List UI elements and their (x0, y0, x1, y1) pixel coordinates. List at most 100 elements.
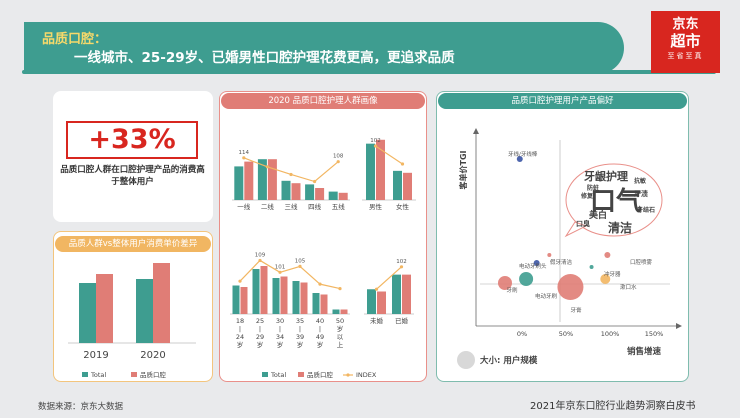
scatter-point (533, 260, 540, 266)
y-axis-label: 客单价TGI (458, 150, 468, 190)
category-label: 34 (276, 333, 284, 341)
bar-品质口腔 (300, 282, 308, 314)
index-point (289, 172, 293, 177)
index-point (374, 287, 379, 291)
category-label: 以 (337, 333, 344, 341)
x-axis-arrow (676, 323, 682, 329)
bar-品质口腔 (340, 309, 348, 314)
x-axis-label: 销售增速 (627, 346, 662, 357)
legend-swatch-quality (298, 372, 304, 377)
big-percentage: +33% (66, 121, 198, 159)
index-label: 102 (396, 259, 407, 265)
scatter-point-label: 牙线/牙线棒 (508, 150, 538, 158)
bar-品质口腔 (315, 188, 325, 200)
bar-品质口腔 (338, 192, 348, 200)
header-underline (22, 70, 716, 74)
category-label: | (279, 325, 281, 333)
bar-品质口腔 (244, 161, 254, 200)
index-label: 114 (239, 150, 250, 156)
x-tick-label: 50% (559, 330, 573, 338)
word-cloud-word: 修复 (580, 192, 594, 200)
index-label: 108 (333, 154, 344, 160)
header-title: 品质口腔： (42, 32, 108, 47)
index-point (399, 265, 404, 269)
legend-label: Total (90, 371, 106, 379)
legend-label: 品质口腔 (307, 370, 334, 379)
scatter-point-label: 冲牙器 (604, 270, 621, 278)
scatter-point-label: 漱口水 (620, 283, 637, 291)
bar-品质口腔 (240, 287, 248, 314)
category-label: 四线 (308, 202, 322, 211)
word-cloud-word: 牙结石 (637, 206, 655, 214)
header-subtitle: 一线城市、25-29岁、已婚男性口腔护理花费更高，更追求品质 (74, 50, 455, 66)
category-label: 25 (256, 317, 264, 325)
category-label: | (259, 325, 261, 333)
bar-Total (79, 283, 96, 343)
legend-swatch-total (262, 372, 268, 377)
y-axis-arrow (473, 128, 479, 134)
category-label: 29 (256, 333, 264, 341)
scatter-point-label: 牙膏 (570, 306, 582, 314)
scatter-point (498, 276, 512, 290)
scatter-point-label: 电动牙刷头 (519, 262, 547, 270)
index-line (239, 259, 341, 290)
bar-Total (281, 180, 291, 200)
bar-品质口腔 (96, 274, 113, 343)
category-label: 三线 (285, 202, 299, 211)
legend-swatch-total (82, 372, 88, 377)
category-label: 已婚 (395, 316, 409, 325)
bar-Total (272, 278, 280, 314)
scatter-point (547, 253, 552, 257)
word-cloud-word: 清洁 (608, 220, 632, 235)
category-label: 岁 (337, 324, 344, 333)
logo-line2: 超市 (670, 32, 701, 50)
x-tick-label: 100% (601, 330, 620, 338)
index-point (242, 156, 246, 160)
bar-品质口腔 (402, 274, 411, 314)
bar-Total (305, 184, 315, 200)
logo-line3: 至省至真 (667, 52, 704, 60)
legend-label: INDEX (356, 371, 377, 379)
word-cloud-word: 牙渍 (634, 189, 648, 198)
scatter-point-label: 电动牙刷 (535, 292, 558, 300)
logo-line1: 京东 (672, 17, 699, 32)
index-point (265, 165, 269, 169)
category-label: 49 (316, 333, 324, 341)
word-cloud-word: 抗敏 (634, 177, 647, 185)
category-label: 男性 (369, 202, 383, 211)
category-label: 岁 (237, 340, 244, 349)
word-cloud-word: 口气 (590, 186, 642, 217)
index-point (373, 144, 378, 148)
legend-point-index (346, 373, 350, 377)
portrait-card (219, 91, 427, 382)
preference-card (436, 91, 689, 382)
category-label: 女性 (396, 202, 410, 211)
index-point (336, 160, 340, 164)
category-label: 上 (337, 340, 344, 349)
data-source: 数据来源：京东大数据 (38, 402, 124, 412)
bar-品质口腔 (376, 139, 385, 200)
word-cloud-word: 口臭 (576, 219, 590, 228)
scatter-point (604, 252, 611, 258)
category-label: 岁 (317, 340, 324, 349)
scatter-point (600, 274, 611, 284)
word-cloud-word: 牙龈护理 (584, 169, 628, 183)
word-cloud-bubble (565, 163, 663, 237)
bar-Total (392, 274, 401, 314)
header-banner (24, 22, 624, 74)
category-label: 50 (336, 317, 344, 325)
bar-Total (328, 191, 338, 200)
index-point (258, 258, 262, 263)
bar-Total (332, 309, 340, 314)
index-point (313, 179, 317, 184)
category-label: 24 (236, 333, 244, 341)
x-tick-label: 150% (645, 330, 664, 338)
jd-supermarket-logo: 京东 超市 至省至真 (651, 11, 720, 73)
index-point (318, 282, 322, 286)
scatter-point (516, 156, 523, 162)
index-line (376, 266, 402, 290)
preference-chart-title: 品质口腔护理用户产品偏好 (438, 93, 687, 109)
bar-品质口腔 (377, 291, 386, 314)
category-label: | (239, 325, 241, 333)
